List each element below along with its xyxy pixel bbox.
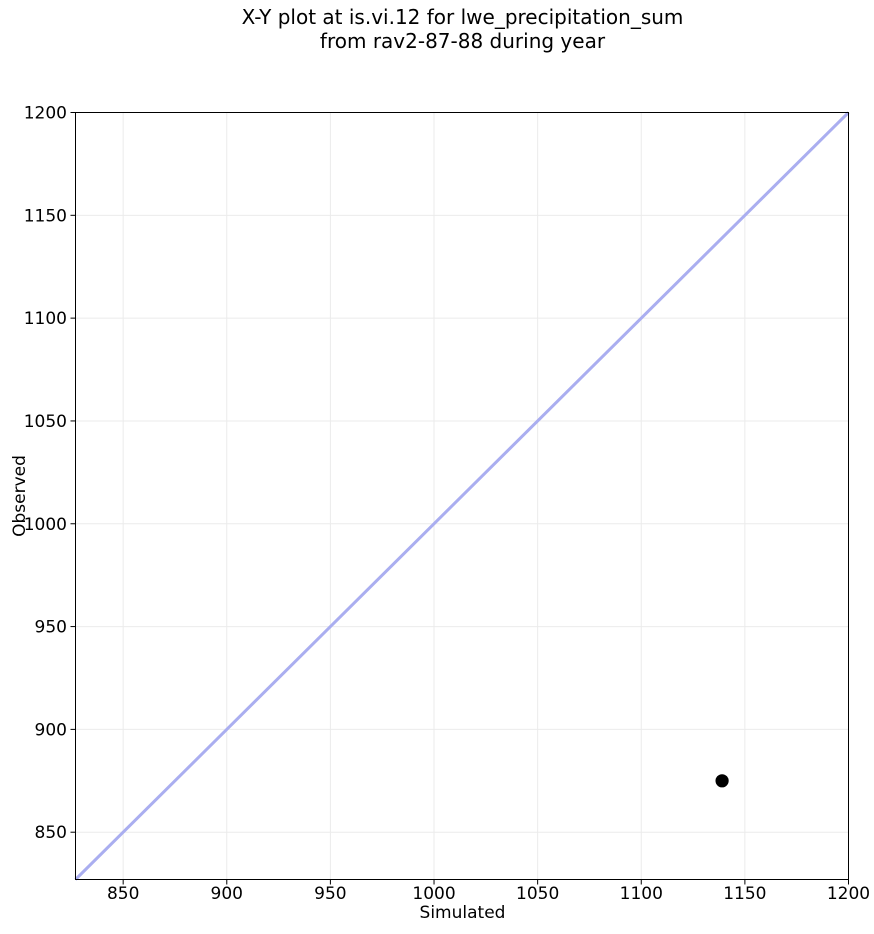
x-tick-label: 1050 [516, 884, 559, 904]
y-tick-label: 1000 [24, 515, 67, 535]
y-tick-label: 1100 [24, 309, 67, 329]
y-tick-label: 1200 [24, 104, 67, 124]
chart-title-line2: from rav2-87-88 during year [319, 29, 606, 53]
x-tick-label: 1100 [620, 884, 663, 904]
chart-title: X-Y plot at is.vi.12 for lwe_precipitati… [76, 5, 849, 53]
x-tick-label: 1150 [723, 884, 766, 904]
x-tick-label: 1200 [827, 884, 870, 904]
y-tick-label: 1050 [24, 412, 67, 432]
x-tick-label: 1000 [412, 884, 455, 904]
y-tick-label: 950 [35, 618, 67, 638]
y-tick-label: 900 [35, 720, 67, 740]
x-axis-label: Simulated [419, 903, 506, 923]
x-tick-label: 950 [314, 884, 346, 904]
y-axis-label: Observed [10, 455, 30, 537]
x-tick-label: 850 [107, 884, 139, 904]
data-point [715, 774, 729, 788]
chart-title-line1: X-Y plot at is.vi.12 for lwe_precipitati… [241, 5, 684, 29]
y-tick-label: 850 [35, 823, 67, 843]
y-tick-label: 1150 [24, 206, 67, 226]
plot-border [75, 112, 849, 880]
x-tick-label: 900 [211, 884, 243, 904]
identity-line [74, 111, 850, 881]
